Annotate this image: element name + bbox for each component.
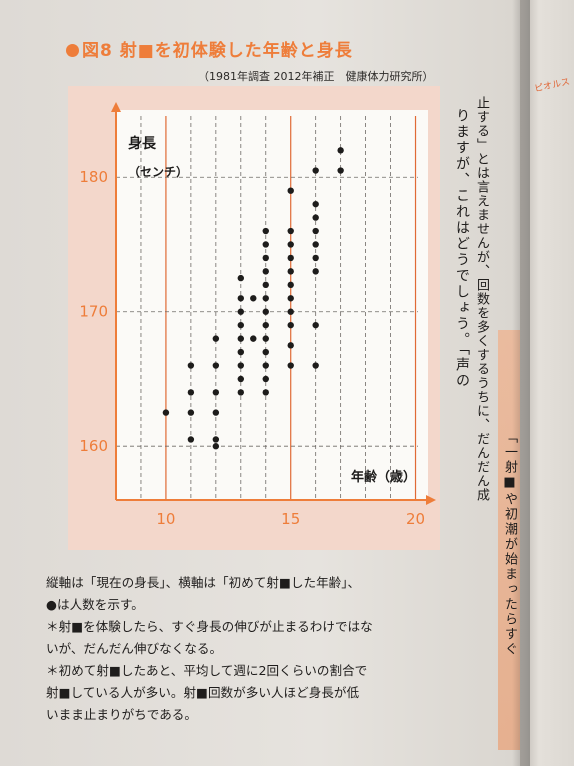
y-tick-label: 180 bbox=[79, 168, 108, 186]
chart-grid bbox=[116, 110, 428, 500]
data-point bbox=[262, 321, 269, 329]
data-point bbox=[287, 362, 294, 369]
data-point bbox=[250, 295, 257, 302]
data-point bbox=[287, 241, 294, 248]
bullet-icon bbox=[66, 44, 79, 57]
data-point bbox=[187, 389, 195, 396]
caption-line: ●は人数を示す。 bbox=[46, 597, 144, 612]
data-point bbox=[312, 241, 319, 248]
body-text-column: 「一射■や初潮が始まったらすぐ bbox=[502, 430, 517, 657]
figure-caption: 縦軸は「現在の身長」、横軸は「初めて射■した年齢」、 ●は人数を示す。 ＊射■を… bbox=[46, 572, 456, 726]
x-tick-label: 10 bbox=[156, 510, 175, 528]
data-point bbox=[262, 335, 269, 342]
data-point bbox=[287, 281, 294, 289]
data-point bbox=[287, 227, 294, 235]
data-point bbox=[312, 227, 319, 235]
data-point bbox=[212, 362, 220, 369]
y-axis-arrow-icon bbox=[111, 102, 121, 112]
body-text-column: 止する」とは言えませんが、回数を多くするうちに、だんだん成 bbox=[474, 96, 489, 502]
data-point bbox=[212, 443, 220, 450]
data-point bbox=[237, 274, 244, 282]
figure-title: 図8 射■を初体験した年齢と身長 bbox=[66, 36, 353, 61]
data-point bbox=[212, 436, 220, 443]
chart-points bbox=[162, 147, 344, 450]
data-point bbox=[187, 362, 195, 369]
data-point bbox=[187, 436, 195, 443]
x-axis-arrow-icon bbox=[426, 495, 436, 505]
data-point bbox=[237, 389, 244, 396]
data-point bbox=[312, 214, 319, 221]
chart-ticks: 10 15 20 160 170 180 bbox=[79, 168, 425, 528]
y-tick-label: 170 bbox=[79, 303, 108, 321]
caption-line: ＊射■を体験したら、すぐ身長の伸びが止まるわけではな bbox=[46, 619, 373, 634]
body-text-column: りますが、これはどうでしょう。「声の bbox=[454, 108, 470, 389]
chart-axes bbox=[111, 102, 436, 505]
data-point bbox=[187, 409, 195, 416]
x-tick-label: 15 bbox=[281, 510, 300, 528]
data-point bbox=[237, 375, 244, 383]
data-point bbox=[237, 295, 244, 302]
data-point bbox=[312, 268, 319, 275]
figure-title-text: 図8 射■を初体験した年齢と身長 bbox=[82, 41, 353, 61]
x-axis-label: 年齢（歳） bbox=[351, 469, 416, 485]
book-gutter-shadow bbox=[512, 0, 530, 766]
data-point bbox=[312, 167, 319, 174]
data-point bbox=[287, 321, 294, 329]
data-point bbox=[237, 348, 244, 356]
data-point bbox=[312, 362, 319, 369]
next-page-edge: ピオルス bbox=[520, 0, 574, 766]
x-tick-label: 20 bbox=[406, 510, 425, 528]
next-page-label: ピオルス bbox=[533, 77, 571, 95]
caption-line: いまま止まりがちである。 bbox=[46, 707, 197, 722]
data-point bbox=[337, 147, 344, 154]
chart-panel: 10 15 20 160 170 180 身長 （センチ） 年齢（歳） bbox=[68, 86, 440, 550]
data-point bbox=[287, 295, 294, 302]
y-axis-unit: （センチ） bbox=[128, 164, 188, 179]
caption-line: ＊初めて射■したあと、平均して週に2回くらいの割合で bbox=[46, 663, 368, 678]
data-point bbox=[262, 268, 269, 275]
data-point bbox=[237, 362, 244, 369]
data-point bbox=[337, 167, 344, 174]
data-point bbox=[287, 308, 294, 315]
data-point bbox=[162, 409, 170, 416]
caption-line: いが、だんだん伸びなくなる。 bbox=[46, 641, 223, 656]
data-point bbox=[262, 308, 269, 315]
data-point bbox=[312, 321, 319, 329]
figure-source: （1981年調査 2012年補正 健康体力研究所） bbox=[198, 70, 434, 83]
plot-area bbox=[116, 110, 428, 500]
data-point bbox=[287, 342, 294, 349]
data-point bbox=[237, 308, 244, 315]
book-page: 図8 射■を初体験した年齢と身長 （1981年調査 2012年補正 健康体力研究… bbox=[0, 0, 530, 766]
y-tick-label: 160 bbox=[79, 437, 108, 455]
data-point bbox=[262, 348, 269, 356]
data-point bbox=[212, 409, 220, 416]
data-point bbox=[287, 187, 294, 194]
data-point bbox=[262, 362, 269, 369]
data-point bbox=[262, 227, 269, 235]
y-axis-label: 身長 bbox=[128, 135, 157, 152]
data-point bbox=[262, 281, 269, 289]
data-point bbox=[262, 254, 269, 262]
data-point bbox=[262, 389, 269, 396]
data-point bbox=[212, 335, 220, 342]
data-point bbox=[287, 268, 294, 275]
data-point bbox=[262, 241, 269, 248]
data-point bbox=[312, 200, 319, 208]
caption-line: 射■している人が多い。射■回数が多い人ほど身長が低 bbox=[46, 685, 360, 700]
data-point bbox=[287, 254, 294, 262]
data-point bbox=[262, 375, 269, 383]
data-point bbox=[212, 389, 220, 396]
data-point bbox=[250, 335, 257, 342]
scatter-chart: 10 15 20 160 170 180 身長 （センチ） 年齢（歳） bbox=[79, 102, 436, 528]
data-point bbox=[237, 321, 244, 329]
data-point bbox=[262, 295, 269, 302]
data-point bbox=[237, 335, 244, 342]
data-point bbox=[312, 254, 319, 262]
caption-line: 縦軸は「現在の身長」、横軸は「初めて射■した年齢」、 bbox=[46, 575, 361, 590]
page-edge-band bbox=[498, 330, 522, 750]
